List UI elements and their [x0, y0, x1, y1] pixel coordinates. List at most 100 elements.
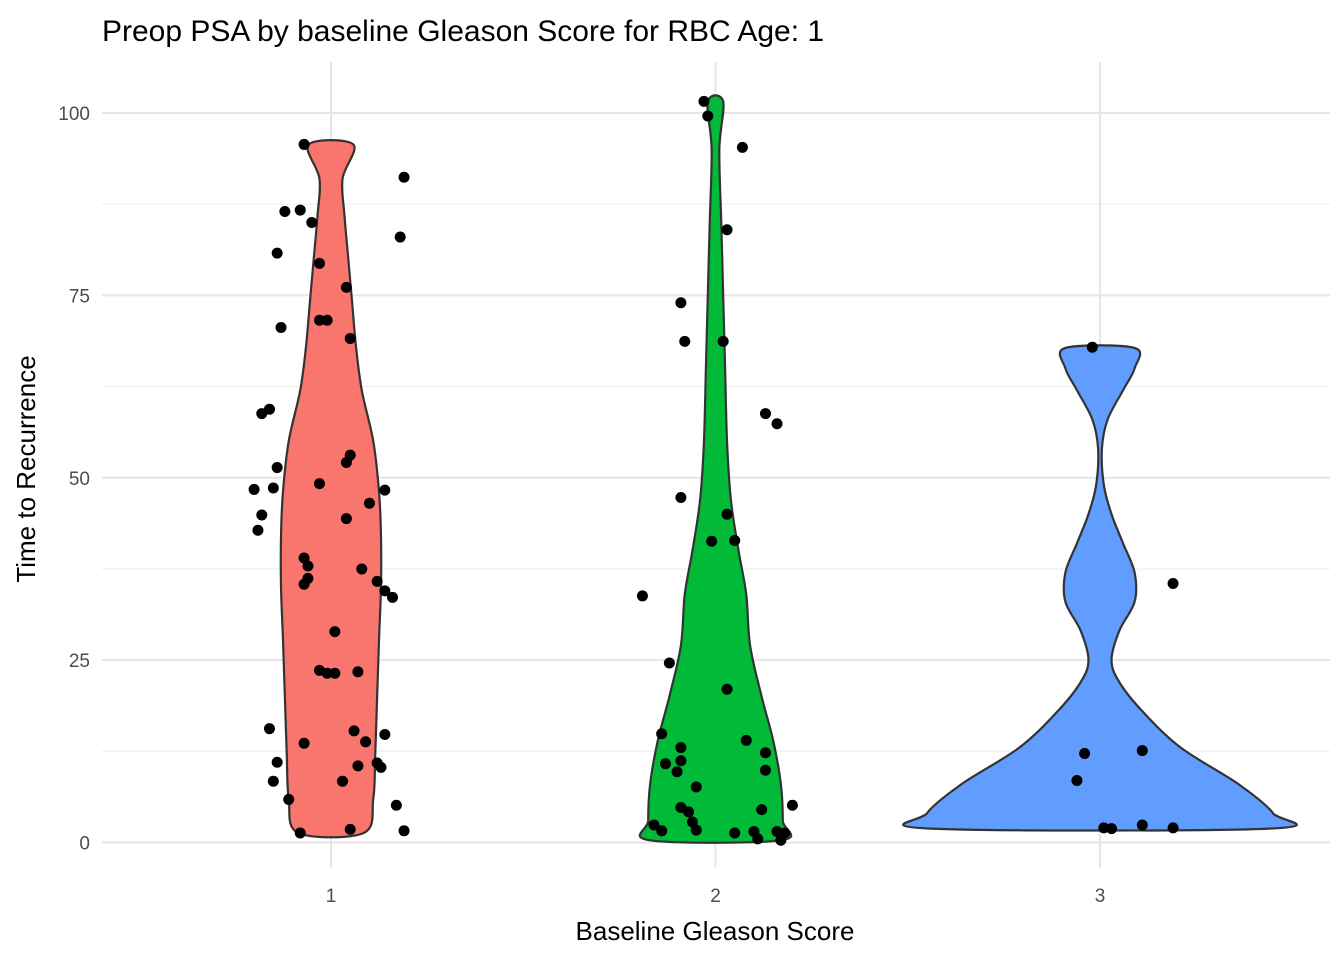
data-point: [302, 560, 314, 572]
data-point: [675, 742, 687, 754]
data-point: [675, 297, 687, 309]
data-point: [267, 775, 279, 787]
data-point: [356, 563, 368, 575]
data-point: [283, 793, 295, 805]
chart-title: Preop PSA by baseline Gleason Score for …: [102, 15, 824, 48]
data-point: [775, 834, 787, 846]
data-point: [698, 95, 710, 107]
data-point: [683, 806, 695, 818]
data-point: [275, 322, 287, 334]
data-point: [344, 823, 356, 835]
data-point: [721, 683, 733, 695]
data-point: [786, 799, 798, 811]
y-tick-label: 75: [69, 286, 90, 307]
data-point: [256, 509, 268, 521]
data-point: [759, 408, 771, 420]
data-point: [1071, 774, 1083, 786]
data-point: [690, 781, 702, 793]
data-point: [394, 231, 406, 243]
data-point: [1167, 822, 1179, 834]
data-point: [329, 626, 341, 638]
data-point: [379, 585, 391, 597]
data-point: [390, 799, 402, 811]
violin-1: [279, 139, 383, 839]
data-point: [375, 761, 387, 773]
x-tick-label: 3: [1095, 886, 1106, 907]
data-point: [702, 110, 714, 122]
data-point: [1086, 341, 1098, 353]
data-point: [736, 141, 748, 153]
data-point: [690, 824, 702, 836]
data-point: [313, 314, 325, 326]
data-point: [675, 491, 687, 503]
data-point: [371, 575, 383, 587]
y-tick-label: 100: [58, 104, 90, 125]
data-point: [279, 206, 291, 218]
data-point: [759, 747, 771, 759]
axes: 0 25 50 75 100 1 2 3: [58, 104, 1105, 907]
data-point: [256, 408, 268, 420]
data-point: [348, 725, 360, 737]
x-tick-label: 2: [710, 886, 721, 907]
data-point: [321, 667, 333, 679]
data-point: [721, 508, 733, 520]
data-point: [271, 462, 283, 474]
y-tick-label: 50: [69, 469, 90, 490]
data-point: [660, 758, 672, 770]
data-point: [313, 257, 325, 269]
data-point: [379, 729, 391, 741]
data-point: [721, 224, 733, 236]
data-point: [740, 734, 752, 746]
y-tick-label: 0: [79, 833, 90, 854]
data-point: [352, 760, 364, 772]
data-point: [717, 335, 729, 347]
data-point: [1167, 578, 1179, 590]
data-point: [636, 590, 648, 602]
data-point: [1136, 819, 1148, 831]
data-point: [363, 497, 375, 509]
data-point: [671, 766, 683, 778]
data-point: [729, 534, 741, 546]
data-point: [321, 314, 333, 326]
data-point: [337, 775, 349, 787]
data-point: [294, 827, 306, 839]
jitter-points: [248, 95, 1179, 846]
data-point: [340, 281, 352, 293]
data-point: [1079, 747, 1091, 759]
data-point: [759, 764, 771, 776]
data-point: [252, 524, 264, 536]
data-point: [1136, 745, 1148, 757]
data-point: [271, 247, 283, 259]
y-tick-label: 25: [69, 651, 90, 672]
data-point: [752, 833, 764, 845]
data-point: [648, 819, 660, 831]
data-point: [656, 728, 668, 740]
data-point: [756, 804, 768, 816]
data-point: [663, 657, 675, 669]
data-point: [248, 483, 260, 495]
data-point: [1106, 823, 1118, 835]
data-point: [329, 667, 341, 679]
data-point: [344, 332, 356, 344]
data-point: [379, 484, 391, 496]
x-tick-label: 1: [326, 886, 337, 907]
data-point: [294, 204, 306, 216]
data-point: [298, 138, 310, 150]
y-axis-title: Time to Recurrence: [11, 355, 41, 582]
data-point: [298, 578, 310, 590]
data-point: [729, 827, 741, 839]
data-point: [263, 723, 275, 735]
x-axis-title: Baseline Gleason Score: [576, 916, 855, 946]
data-point: [340, 456, 352, 468]
data-point: [706, 535, 718, 547]
data-point: [267, 482, 279, 494]
data-point: [387, 591, 399, 603]
data-point: [398, 825, 410, 837]
violin-3: [902, 344, 1298, 832]
data-point: [352, 666, 364, 678]
data-point: [675, 755, 687, 767]
violins: [279, 94, 1298, 844]
data-point: [360, 736, 372, 748]
